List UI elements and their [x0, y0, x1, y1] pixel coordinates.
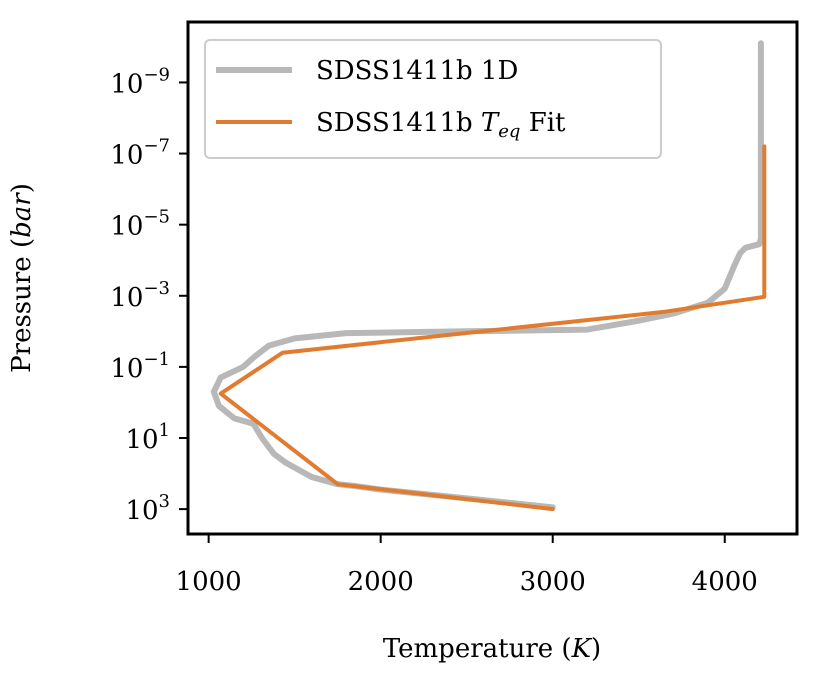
legend: SDSS1411b 1D SDSS1411b Teq Fit — [204, 39, 662, 159]
plot-lines — [210, 40, 767, 512]
series-line-teq-fit — [218, 144, 767, 512]
x-tick-label: 1000 — [176, 567, 242, 597]
y-tick-label: 10−7 — [110, 136, 170, 171]
x-axis-label: Temperature (K) — [383, 634, 601, 664]
legend-label-teq-fit: SDSS1411b Teq Fit — [316, 108, 566, 142]
legend-label-1d: SDSS1411b 1D — [316, 56, 518, 86]
y-tick-label: 101 — [125, 420, 170, 455]
y-tick-label: 10−1 — [110, 349, 170, 384]
legend-box — [204, 39, 662, 159]
x-tick-label: 4000 — [692, 567, 758, 597]
y-tick-label: 10−5 — [110, 207, 170, 242]
plot-frame — [186, 20, 799, 536]
y-tick-label: 10−3 — [110, 278, 170, 313]
y-axis-label: Pressure (bar) — [7, 183, 37, 373]
y-tick-label: 10−9 — [110, 64, 170, 99]
y-tick-label: 103 — [125, 491, 170, 526]
x-tick-label: 2000 — [348, 567, 414, 597]
x-axis: 1000 2000 3000 4000 — [176, 534, 758, 597]
x-tick-label: 3000 — [520, 567, 586, 597]
y-axis: 10−9 10−7 10−5 10−3 10−1 101 103 — [110, 64, 188, 526]
series-line-1d — [210, 40, 764, 511]
